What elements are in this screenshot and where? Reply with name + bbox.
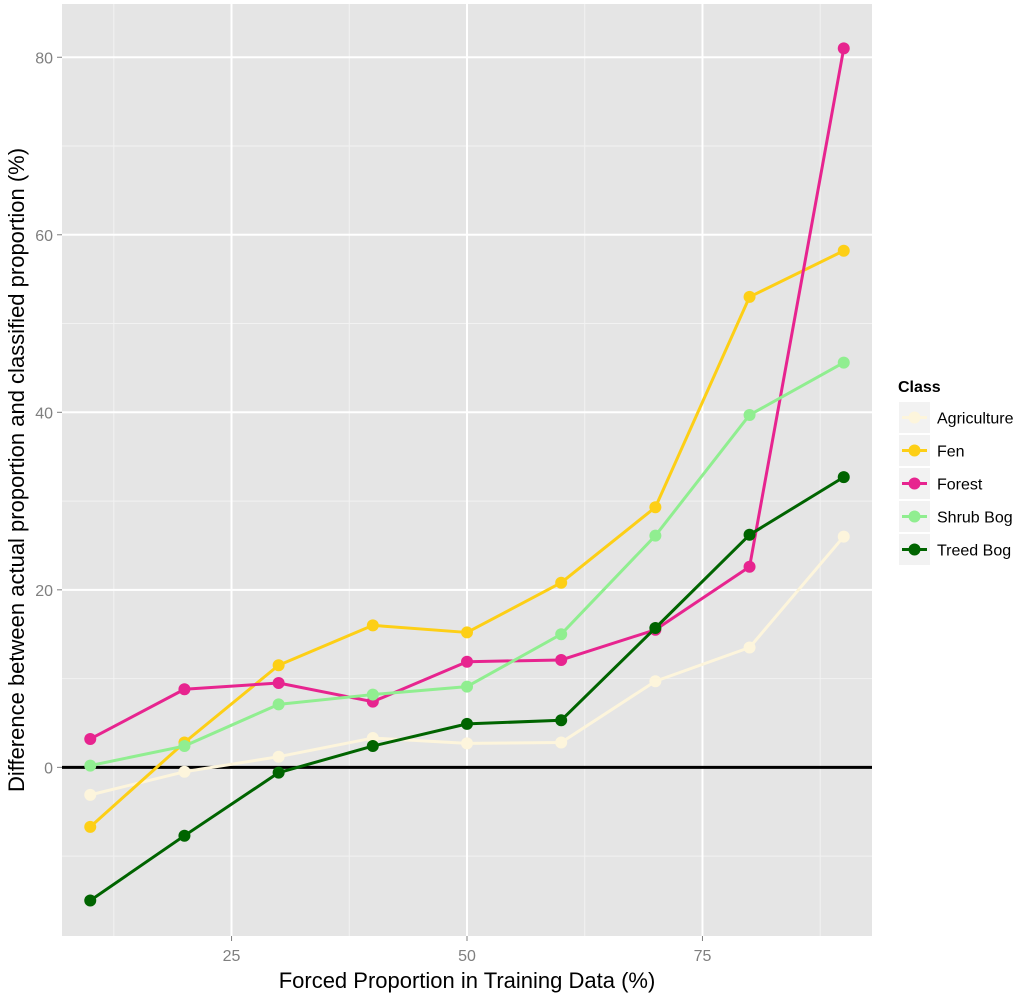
legend-title: Class — [898, 379, 941, 396]
series-treed-bog — [84, 471, 850, 907]
y-tick-label: 60 — [35, 228, 53, 245]
x-tick-label: 75 — [694, 948, 712, 965]
legend-item-forest: Forest — [899, 468, 983, 499]
legend-item-fen: Fen — [899, 435, 965, 466]
data-point-treed-bog — [649, 621, 662, 634]
data-point-shrub-bog — [461, 680, 473, 693]
data-point-agriculture — [272, 750, 285, 763]
data-point-shrub-bog — [649, 529, 662, 542]
data-point-agriculture — [461, 737, 473, 750]
y-tick-label: 80 — [35, 50, 53, 67]
data-point-treed-bog — [555, 714, 568, 727]
data-point-fen — [366, 619, 379, 632]
data-point-shrub-bog — [272, 698, 285, 711]
data-point-fen — [649, 501, 662, 514]
data-point-shrub-bog — [743, 408, 756, 421]
data-point-agriculture — [555, 736, 568, 749]
data-point-forest — [178, 683, 191, 696]
y-axis-title: Difference between actual proportion and… — [4, 148, 29, 792]
data-point-forest — [837, 42, 850, 55]
data-point-shrub-bog — [837, 356, 850, 369]
legend-key-point — [908, 510, 921, 523]
data-point-treed-bog — [366, 740, 379, 753]
data-point-shrub-bog — [366, 688, 379, 701]
series-layer — [84, 42, 850, 907]
data-point-treed-bog — [272, 766, 285, 779]
data-point-agriculture — [837, 530, 850, 543]
legend-item-treed-bog: Treed Bog — [899, 534, 1011, 565]
legend-item-shrub-bog: Shrub Bog — [899, 501, 1013, 532]
data-point-shrub-bog — [178, 740, 191, 753]
data-point-forest — [272, 677, 285, 690]
data-point-fen — [743, 290, 756, 303]
data-point-fen — [84, 820, 97, 833]
data-point-forest — [461, 655, 473, 668]
data-point-agriculture — [649, 675, 662, 688]
data-point-fen — [837, 244, 850, 257]
x-tick-label: 25 — [223, 948, 241, 965]
data-point-treed-bog — [461, 717, 473, 730]
major-gridlines — [62, 4, 872, 936]
data-point-fen — [461, 626, 473, 639]
data-point-fen — [272, 659, 285, 672]
legend-label: Fen — [937, 444, 965, 461]
axis-layer: 25 50 75 0 20 40 60 80 — [35, 50, 711, 965]
legend-key-point — [908, 444, 921, 457]
legend-key-point — [908, 543, 921, 556]
data-point-shrub-bog — [555, 628, 568, 641]
legend-label: Forest — [937, 477, 983, 494]
data-point-agriculture — [743, 641, 756, 654]
data-point-forest — [84, 732, 97, 745]
legend-key-point — [908, 477, 921, 490]
data-point-treed-bog — [178, 829, 191, 842]
series-agriculture — [84, 530, 850, 801]
data-point-agriculture — [178, 765, 191, 778]
legend-item-agriculture: Agriculture — [899, 402, 1014, 433]
data-point-fen — [555, 576, 568, 589]
legend-label: Shrub Bog — [937, 510, 1013, 527]
data-point-forest — [555, 653, 568, 666]
data-point-treed-bog — [743, 528, 756, 541]
legend-label: Agriculture — [937, 411, 1014, 428]
legend-key-point — [908, 411, 921, 424]
data-point-treed-bog — [84, 894, 97, 907]
x-axis-title: Forced Proportion in Training Data (%) — [279, 968, 656, 993]
y-tick-label: 40 — [35, 405, 53, 422]
data-point-agriculture — [84, 788, 97, 801]
data-point-forest — [743, 560, 756, 573]
data-point-treed-bog — [837, 471, 850, 484]
x-tick-label: 50 — [458, 948, 476, 965]
y-tick-label: 20 — [35, 583, 53, 600]
series-shrub-bog — [84, 356, 850, 772]
y-tick-label: 0 — [44, 760, 53, 777]
legend: Class Agriculture Fen Forest Shrub Bog Treed… — [898, 379, 1014, 565]
data-point-shrub-bog — [84, 759, 97, 772]
legend-label: Treed Bog — [937, 543, 1011, 560]
